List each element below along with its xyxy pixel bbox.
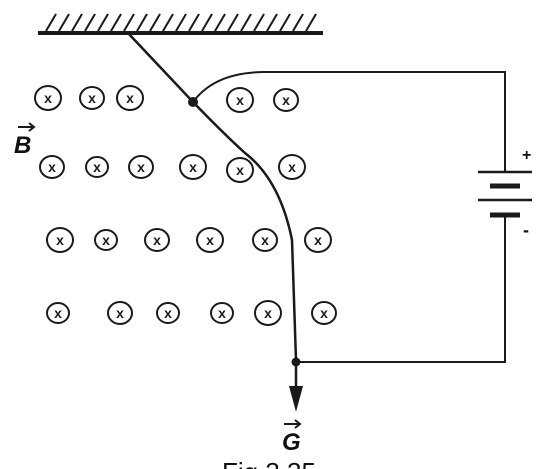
svg-text:x: x <box>264 305 272 321</box>
svg-text:x: x <box>102 232 110 248</box>
vector-arrow-icon <box>284 419 302 429</box>
field-into-page-icon: x <box>128 155 154 179</box>
circuit-wire <box>192 71 506 363</box>
field-into-page-icon: x <box>85 156 109 178</box>
field-into-page-icon: x <box>79 86 105 110</box>
svg-text:x: x <box>320 305 328 321</box>
field-into-page-icon: x <box>94 229 118 251</box>
field-label: B <box>14 122 36 159</box>
svg-text:B: B <box>14 132 31 159</box>
svg-text:x: x <box>93 159 101 175</box>
field-into-page-icon: x <box>210 302 234 324</box>
upper-junction-dot <box>188 97 198 107</box>
svg-text:x: x <box>54 305 62 321</box>
field-into-page-icon: x <box>107 301 133 325</box>
svg-text:x: x <box>288 159 296 175</box>
svg-text:x: x <box>236 162 244 178</box>
field-into-page-icon: x <box>46 227 74 253</box>
field-into-page-icon: x <box>34 85 62 111</box>
svg-text:x: x <box>44 90 52 106</box>
svg-text:x: x <box>218 305 226 321</box>
svg-text:x: x <box>56 232 64 248</box>
magnetic-field-marks: x x x x x x x x x x x x x x x x x x x x x x x <box>34 85 337 326</box>
svg-text:x: x <box>236 92 244 108</box>
svg-text:G: G <box>282 429 301 456</box>
svg-text:x: x <box>206 232 214 248</box>
svg-text:x: x <box>88 90 96 106</box>
figure-caption: Fig 3.35 <box>222 457 316 469</box>
field-into-page-icon: x <box>304 227 332 253</box>
field-into-page-icon: x <box>226 87 254 113</box>
field-into-page-icon: x <box>311 301 337 325</box>
field-into-page-icon: x <box>144 228 170 252</box>
field-into-page-icon: x <box>179 154 207 180</box>
hanging-wire <box>127 32 298 361</box>
field-into-page-icon: x <box>273 88 299 112</box>
svg-text:x: x <box>314 232 322 248</box>
field-into-page-icon: x <box>278 154 306 180</box>
field-into-page-icon: x <box>252 228 278 252</box>
gravity-arrow <box>289 362 303 412</box>
battery-plus-label: + <box>522 147 531 164</box>
field-into-page-icon: x <box>196 227 224 253</box>
vector-arrow-icon <box>18 122 36 132</box>
svg-text:x: x <box>153 232 161 248</box>
svg-text:x: x <box>116 305 124 321</box>
battery <box>478 170 532 218</box>
svg-text:x: x <box>48 159 56 175</box>
svg-text:x: x <box>282 92 290 108</box>
field-into-page-icon: x <box>46 302 70 324</box>
svg-text:x: x <box>126 90 134 106</box>
svg-text:x: x <box>137 159 145 175</box>
battery-minus-label: - <box>523 220 529 240</box>
field-into-page-icon: x <box>156 302 180 324</box>
field-into-page-icon: x <box>39 155 65 179</box>
svg-text:x: x <box>261 232 269 248</box>
field-into-page-icon: x <box>254 300 282 326</box>
gravity-label: G <box>282 419 302 456</box>
svg-text:x: x <box>189 159 197 175</box>
svg-text:x: x <box>164 305 172 321</box>
field-into-page-icon: x <box>116 85 144 111</box>
ceiling-support <box>38 13 323 35</box>
field-into-page-icon: x <box>226 157 254 183</box>
